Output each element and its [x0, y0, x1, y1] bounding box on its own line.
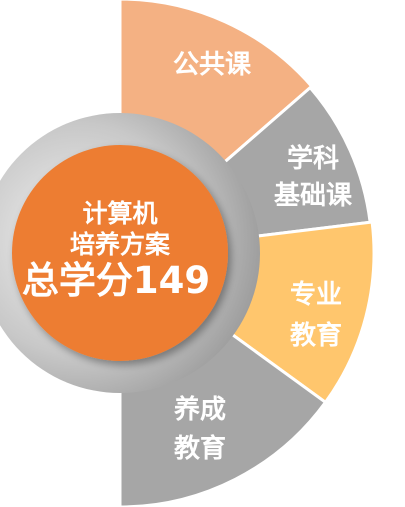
center-title-line2: 培养方案	[70, 230, 171, 259]
segment-label-cultivation-line1: 养成	[173, 394, 226, 425]
segment-label-major-line2: 教育	[290, 320, 342, 351]
segment-label-public: 公共课	[173, 50, 252, 80]
center-circle	[12, 145, 228, 361]
segment-label-major-line1: 专业	[290, 280, 342, 310]
center-total-credits: 总学分149	[22, 259, 210, 302]
segment-label-foundation-line1: 学科	[287, 143, 339, 174]
segment-label-cultivation-line2: 教育	[174, 433, 226, 464]
segment-label-foundation-line2: 基础课	[274, 181, 353, 211]
center-title-line1: 计算机	[82, 199, 157, 228]
